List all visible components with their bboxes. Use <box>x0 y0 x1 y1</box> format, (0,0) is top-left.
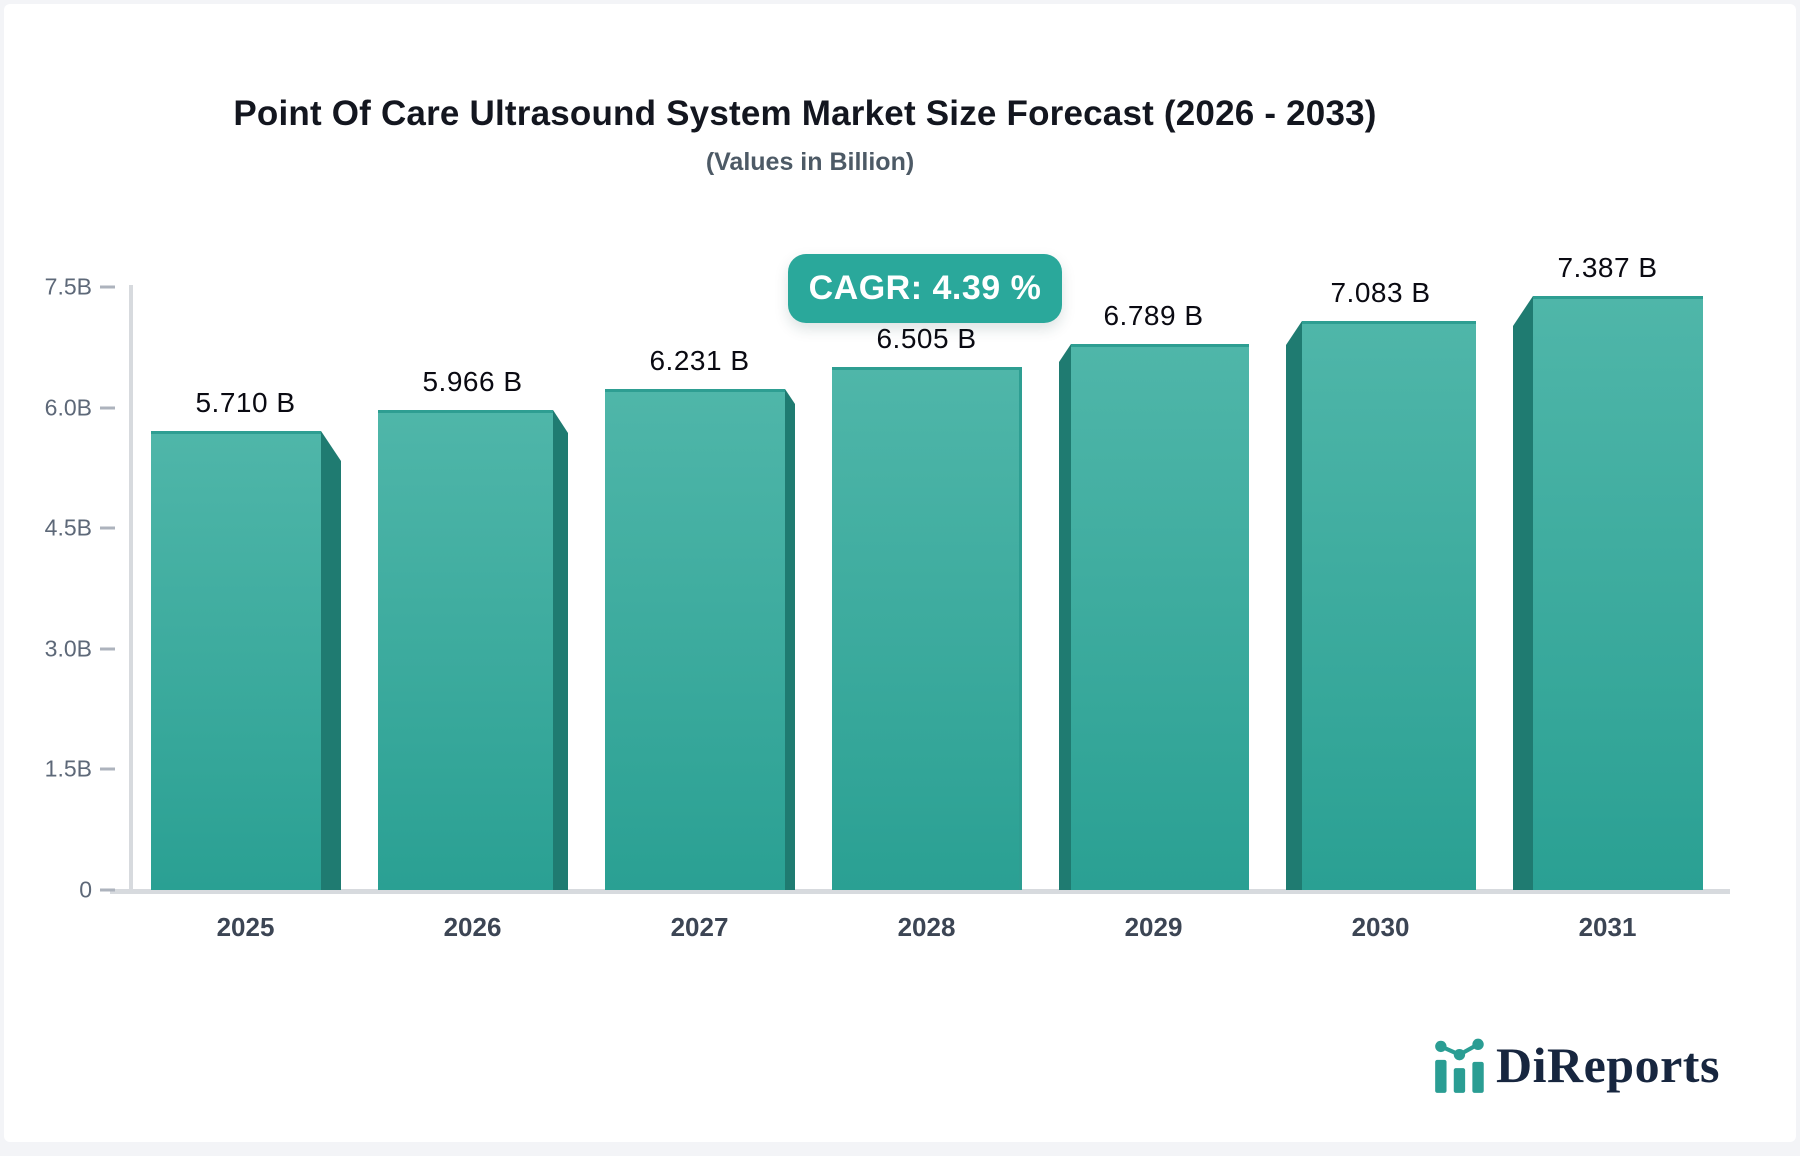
direports-logo: DiReports <box>1430 1034 1720 1096</box>
x-axis-label-2028: 2028 <box>897 912 956 942</box>
y-axis-tick-label: 0 <box>79 876 92 903</box>
bar-value-label: 6.789 B <box>1103 300 1204 331</box>
bar-value-label: 7.083 B <box>1330 277 1431 308</box>
bar-3d-edge <box>553 410 568 890</box>
cagr-badge: CAGR: 4.39 % <box>788 254 1062 323</box>
y-axis-tick-label: 1.5B <box>44 755 92 782</box>
x-axis-label-2025: 2025 <box>216 912 275 942</box>
bar-3d-edge <box>1286 321 1302 890</box>
y-axis-tick-mark <box>100 888 115 892</box>
bar-value-label: 6.505 B <box>876 323 977 354</box>
chart-title: Point Of Care Ultrasound System Market S… <box>233 94 1377 133</box>
bar-3d-edge <box>785 389 795 890</box>
bar-value-label: 7.387 B <box>1557 252 1658 283</box>
bar-2025 <box>151 431 321 890</box>
bar-2029 <box>1071 344 1249 890</box>
cagr-badge-label: CAGR: 4.39 % <box>808 269 1042 307</box>
y-axis-tick-label: 6.0B <box>44 394 92 421</box>
bar-2026 <box>378 410 553 890</box>
y-axis-tick-mark <box>100 285 115 289</box>
bar-2027 <box>605 389 785 890</box>
x-axis-label-2030: 2030 <box>1351 912 1410 942</box>
x-axis-label-2029: 2029 <box>1124 912 1183 942</box>
bar-value-label: 6.231 B <box>649 345 750 376</box>
y-axis-tick-label: 4.5B <box>44 514 92 541</box>
bar-2028 <box>832 367 1022 890</box>
y-axis-line <box>129 285 133 893</box>
x-axis-baseline <box>110 889 1730 894</box>
bar-value-label: 5.966 B <box>422 366 523 397</box>
y-axis-tick-label: 7.5B <box>44 273 92 300</box>
chart-subtitle: (Values in Billion) <box>705 148 915 176</box>
x-axis-label-2027: 2027 <box>670 912 729 942</box>
x-axis-label-2026: 2026 <box>443 912 502 942</box>
y-axis-tick-mark <box>100 526 115 530</box>
logo-text: DiReports <box>1496 1037 1720 1093</box>
bar-2031 <box>1533 296 1703 890</box>
y-axis-tick-label: 3.0B <box>44 635 92 662</box>
y-axis-tick-mark <box>100 767 115 771</box>
bar-value-label: 5.710 B <box>195 387 296 418</box>
y-axis-tick-mark <box>100 406 115 410</box>
y-axis-tick-mark <box>100 647 115 651</box>
bar-3d-edge <box>321 431 341 890</box>
bar-3d-edge <box>1513 296 1533 890</box>
bar-2030 <box>1302 321 1476 890</box>
bar-3d-edge <box>1059 344 1071 890</box>
mini-bar-chart-trend-icon <box>1435 1038 1484 1093</box>
x-axis-label-2031: 2031 <box>1578 912 1637 942</box>
